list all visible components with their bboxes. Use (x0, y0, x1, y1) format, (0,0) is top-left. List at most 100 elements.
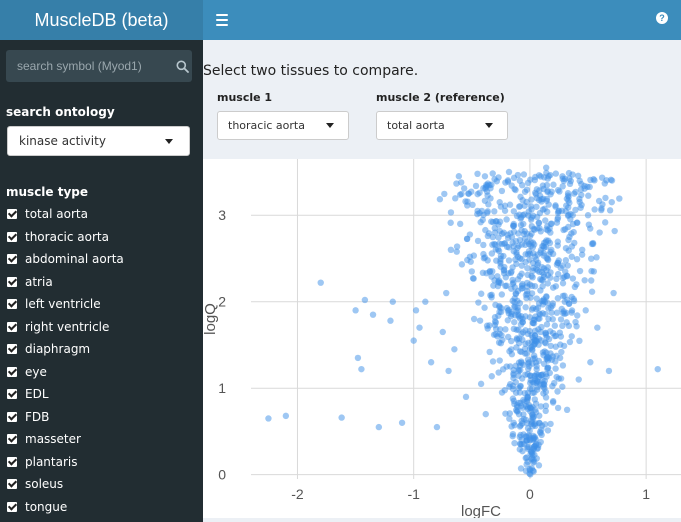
data-point (533, 363, 540, 370)
search-input[interactable] (6, 59, 172, 73)
data-point (447, 209, 455, 216)
data-point (573, 323, 580, 330)
data-point (491, 318, 499, 325)
data-point (588, 277, 595, 284)
checkbox[interactable] (7, 479, 17, 490)
muscle-type-item[interactable]: tongue (7, 496, 197, 519)
data-point (464, 202, 471, 209)
data-point (510, 208, 518, 215)
muscle-type-item-label: right ventricle (25, 319, 110, 334)
data-point (539, 377, 546, 384)
muscle1-select[interactable]: thoracic aorta (217, 111, 349, 140)
y-tick-label: 1 (218, 380, 226, 396)
data-point (527, 404, 534, 412)
data-point (526, 345, 534, 352)
muscle-type-item[interactable]: eye (7, 361, 197, 384)
data-point (537, 403, 545, 410)
data-point (510, 243, 517, 250)
data-point (576, 177, 583, 185)
data-point (451, 346, 458, 353)
data-point (575, 172, 582, 180)
muscle-type-item-label: tongue (25, 499, 68, 514)
data-point (496, 308, 503, 316)
checkbox[interactable] (7, 411, 17, 422)
data-point (516, 348, 524, 355)
data-point (387, 317, 394, 324)
checkbox[interactable] (7, 501, 17, 512)
ontology-select[interactable]: kinase activity (7, 126, 190, 156)
muscle-type-item[interactable]: right ventricle (7, 316, 197, 339)
checkbox[interactable] (7, 321, 17, 332)
data-point (495, 339, 503, 346)
data-point (611, 227, 618, 235)
data-point (565, 211, 572, 219)
checkbox[interactable] (7, 254, 17, 265)
data-point (398, 419, 406, 426)
data-point (540, 271, 547, 278)
data-point (528, 223, 536, 230)
muscle-type-item[interactable]: total aorta (7, 203, 197, 226)
data-point (480, 241, 487, 249)
help-icon[interactable]: ? (656, 12, 668, 24)
data-point (543, 226, 550, 233)
muscle-type-item[interactable]: diaphragm (7, 338, 197, 361)
data-point (553, 219, 561, 226)
checkbox[interactable] (7, 299, 17, 310)
muscle-type-item[interactable]: EDL (7, 383, 197, 406)
data-point (479, 216, 486, 224)
search-button[interactable] (172, 50, 192, 82)
data-point (591, 206, 598, 213)
data-point (495, 278, 502, 286)
muscle-type-item[interactable]: soleus (7, 473, 197, 496)
data-point (588, 267, 595, 275)
muscle-type-item[interactable]: plantaris (7, 451, 197, 474)
data-point (575, 376, 582, 383)
data-point (571, 283, 579, 291)
data-point (589, 240, 597, 248)
checkbox[interactable] (7, 434, 17, 445)
checkbox[interactable] (7, 344, 17, 355)
data-point (526, 232, 534, 240)
muscle-type-item[interactable]: abdominal aorta (7, 248, 197, 271)
muscle2-select[interactable]: total aorta (376, 111, 508, 140)
data-point (488, 218, 495, 225)
data-point (455, 173, 463, 180)
checkbox[interactable] (7, 366, 17, 377)
volcano-plot[interactable]: -2 -1 0 1 0 1 2 3 logFC logQ (203, 159, 681, 519)
data-point (610, 289, 617, 297)
checkbox[interactable] (7, 276, 17, 287)
muscle-type-item[interactable]: thoracic aorta (7, 226, 197, 249)
muscle-type-item-label: thoracic aorta (25, 229, 109, 244)
data-point (588, 288, 596, 295)
data-point (548, 309, 555, 316)
data-point (606, 207, 614, 214)
data-point (463, 235, 471, 243)
data-point (540, 185, 547, 193)
data-point (527, 450, 534, 457)
muscle-type-item[interactable]: masseter (7, 428, 197, 451)
muscle-type-item[interactable]: FDB (7, 406, 197, 429)
data-point (557, 316, 565, 323)
muscle-type-item-label: atria (25, 274, 53, 289)
chevron-down-icon (165, 139, 173, 144)
data-point (542, 164, 550, 171)
muscle-type-item[interactable]: atria (7, 271, 197, 294)
muscle-type-item-label: soleus (25, 477, 64, 492)
data-point (509, 297, 516, 305)
muscle2-label: muscle 2 (reference) (376, 91, 505, 104)
data-point (482, 226, 489, 234)
app-title[interactable]: MuscleDB (beta) (0, 0, 203, 40)
data-point (557, 333, 565, 340)
data-point (529, 423, 536, 430)
muscle-type-item[interactable]: left ventricle (7, 293, 197, 316)
data-point (514, 171, 522, 179)
menu-toggle-icon[interactable] (213, 10, 231, 30)
checkbox[interactable] (7, 456, 17, 467)
data-point (554, 388, 561, 395)
data-point (537, 429, 544, 437)
checkbox[interactable] (7, 209, 17, 220)
checkbox[interactable] (7, 389, 17, 400)
data-point (489, 268, 496, 275)
data-point (477, 380, 485, 388)
checkbox[interactable] (7, 231, 17, 242)
